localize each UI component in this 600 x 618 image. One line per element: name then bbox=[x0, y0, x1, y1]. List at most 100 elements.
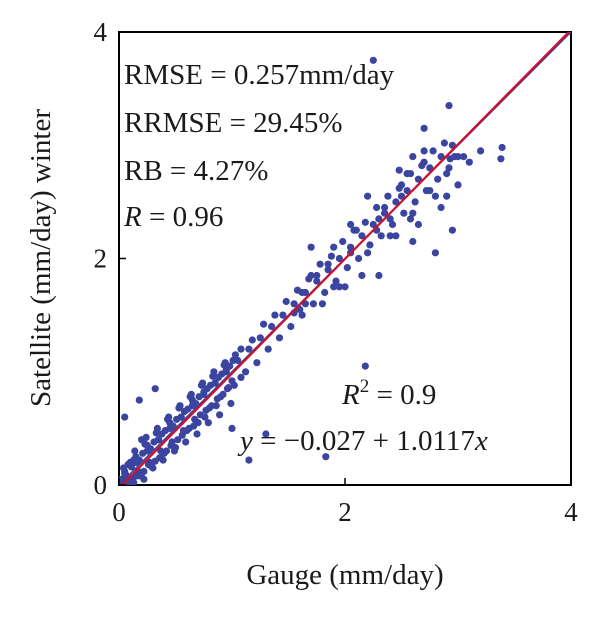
r-symbol: R bbox=[123, 201, 142, 233]
data-point bbox=[377, 232, 385, 240]
equation-body: = −0.027 + 1.0117 bbox=[253, 425, 475, 457]
data-point bbox=[145, 458, 154, 466]
data-point bbox=[330, 283, 338, 291]
regression-equation: y = −0.027 + 1.0117x bbox=[237, 425, 488, 457]
data-point bbox=[497, 155, 505, 163]
data-point bbox=[313, 277, 321, 285]
data-point bbox=[445, 164, 453, 172]
data-point bbox=[409, 153, 417, 161]
data-point bbox=[414, 175, 422, 183]
data-point bbox=[152, 429, 160, 437]
data-point bbox=[381, 203, 389, 212]
data-point bbox=[204, 419, 212, 427]
data-point bbox=[121, 413, 129, 421]
data-point bbox=[431, 249, 439, 257]
data-point bbox=[420, 124, 428, 132]
data-point bbox=[229, 356, 237, 364]
data-point bbox=[195, 393, 203, 401]
data-point bbox=[186, 393, 194, 401]
data-point bbox=[298, 311, 306, 319]
equation-x: x bbox=[474, 425, 488, 457]
data-point bbox=[437, 203, 445, 212]
data-point bbox=[409, 209, 417, 217]
data-point bbox=[271, 311, 279, 319]
data-point bbox=[130, 456, 138, 464]
equation-y: y bbox=[237, 425, 253, 457]
data-point bbox=[313, 271, 321, 280]
data-point bbox=[403, 187, 411, 195]
data-point bbox=[386, 232, 394, 240]
data-point bbox=[164, 415, 172, 423]
data-point bbox=[429, 147, 437, 155]
data-point bbox=[327, 252, 335, 260]
data-point bbox=[182, 438, 190, 446]
data-point bbox=[335, 283, 343, 291]
data-point bbox=[392, 232, 400, 240]
data-point bbox=[245, 456, 253, 464]
data-point bbox=[318, 300, 326, 308]
data-point bbox=[307, 243, 315, 251]
data-point bbox=[256, 334, 264, 342]
data-point bbox=[151, 385, 159, 393]
data-point bbox=[324, 266, 332, 274]
data-point bbox=[237, 373, 245, 381]
data-point bbox=[431, 192, 439, 200]
data-point bbox=[268, 322, 276, 331]
data-point bbox=[216, 411, 224, 419]
data-point bbox=[397, 181, 406, 189]
y-tick-label: 4 bbox=[94, 17, 108, 47]
data-point bbox=[434, 175, 442, 183]
data-point bbox=[477, 147, 485, 155]
data-point bbox=[119, 464, 128, 472]
data-point bbox=[352, 226, 360, 234]
data-point bbox=[287, 322, 295, 331]
data-point bbox=[127, 463, 135, 471]
data-point bbox=[173, 415, 181, 423]
data-point bbox=[225, 384, 233, 392]
scatter-points bbox=[119, 56, 506, 485]
data-point bbox=[218, 370, 226, 378]
data-point bbox=[279, 311, 287, 319]
data-point bbox=[373, 203, 381, 212]
data-point bbox=[245, 345, 253, 353]
data-point bbox=[150, 438, 158, 446]
data-point bbox=[212, 402, 220, 410]
data-point bbox=[190, 422, 198, 430]
data-point bbox=[445, 102, 453, 110]
r-squared-annotation: R2 = 0.9 bbox=[341, 376, 436, 411]
data-point bbox=[420, 147, 428, 155]
data-point bbox=[443, 192, 451, 200]
data-point bbox=[206, 381, 215, 389]
data-point bbox=[375, 215, 383, 223]
x-tick-label: 0 bbox=[112, 497, 126, 527]
data-point bbox=[200, 388, 208, 396]
data-point bbox=[454, 153, 462, 161]
data-point bbox=[201, 413, 209, 421]
data-point bbox=[237, 345, 245, 353]
data-point bbox=[260, 320, 268, 328]
data-point bbox=[440, 139, 448, 147]
data-point bbox=[193, 430, 201, 438]
data-point bbox=[213, 395, 221, 403]
data-point bbox=[184, 405, 192, 413]
data-point bbox=[174, 436, 182, 444]
data-point bbox=[465, 158, 473, 166]
data-point bbox=[275, 334, 284, 342]
data-point bbox=[448, 226, 456, 234]
data-point bbox=[330, 243, 338, 251]
data-point bbox=[388, 220, 397, 229]
rb-annotation: RB = 4.27% bbox=[124, 155, 268, 187]
data-point bbox=[420, 158, 428, 166]
data-point bbox=[191, 415, 199, 423]
data-point bbox=[175, 404, 183, 412]
y-axis-label: Satellite (mm/day) winter bbox=[25, 109, 57, 407]
r-value: = 0.96 bbox=[142, 201, 224, 233]
data-point bbox=[409, 237, 417, 246]
x-tick-label: 2 bbox=[338, 497, 352, 527]
data-point bbox=[375, 271, 383, 280]
rmse-annotation: RMSE = 0.257mm/day bbox=[124, 59, 395, 91]
data-point bbox=[386, 215, 394, 223]
data-point bbox=[322, 453, 330, 461]
y-axis-ticks: 0 2 4 bbox=[94, 17, 126, 500]
